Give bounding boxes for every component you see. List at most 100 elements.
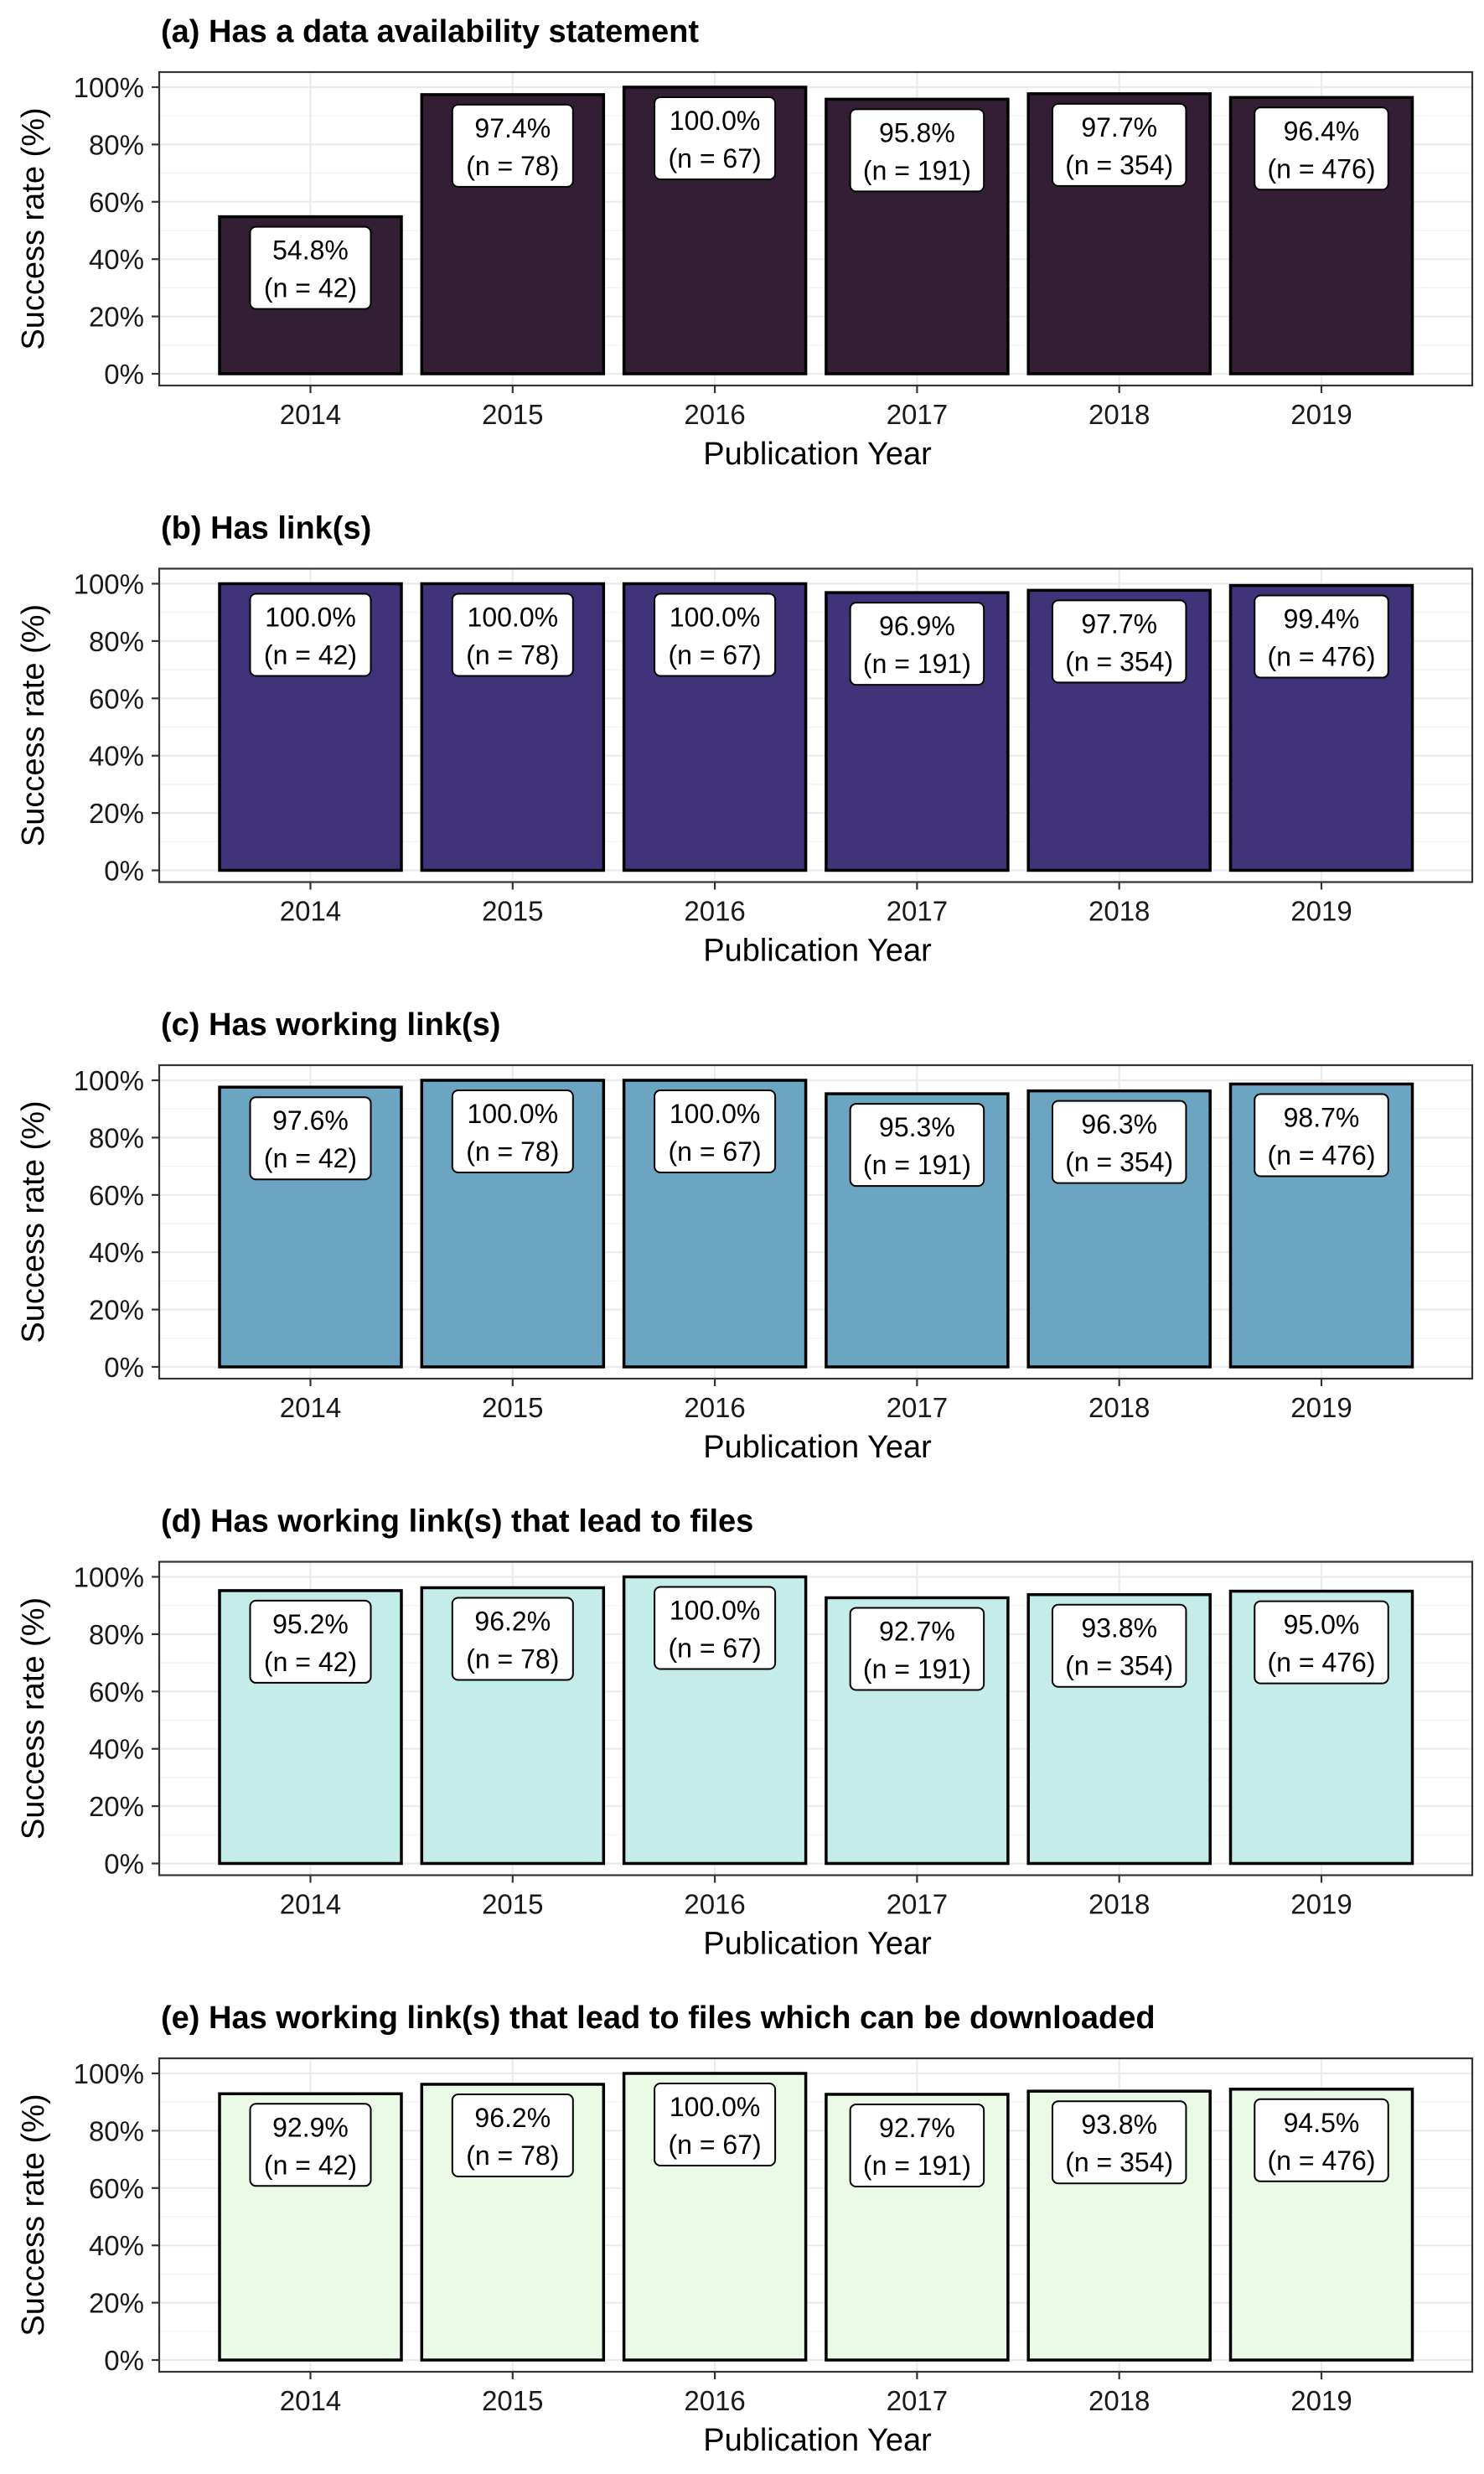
y-tick-label: 40% (89, 2230, 144, 2261)
panel-title: (c) Has working link(s) (161, 1007, 500, 1043)
panel-border (158, 2057, 1474, 2373)
x-axis-title: Publication Year (703, 2423, 932, 2458)
y-axis-title: Success rate (%) (16, 1597, 51, 1840)
bar-label-box (1051, 599, 1187, 684)
x-tick-label: 2018 (1088, 1889, 1150, 1920)
bar-n-label: (n = 476) (1268, 642, 1376, 672)
bar-label-box (249, 593, 372, 677)
x-tick-label: 2019 (1290, 1889, 1352, 1920)
y-axis-title: Success rate (%) (16, 604, 51, 846)
y-tick-label: 80% (89, 129, 144, 160)
y-tick-label: 20% (89, 2288, 144, 2319)
x-tick-label: 2016 (684, 1889, 745, 1920)
bar-n-label: (n = 42) (264, 1143, 357, 1173)
bar-label-box (849, 108, 985, 193)
bar-label-box (1254, 594, 1389, 679)
bar-n-label: (n = 191) (863, 1150, 971, 1180)
bar-value-label: 92.7% (879, 1616, 955, 1646)
bar-label-box (249, 225, 372, 310)
bar-n-label: (n = 78) (466, 151, 559, 181)
bar-label-box (654, 96, 777, 180)
x-tick-label: 2017 (887, 896, 948, 927)
bar-n-label: (n = 476) (1268, 2145, 1376, 2176)
bar-label-box (849, 1103, 985, 1188)
y-axis-title: Success rate (%) (16, 2094, 51, 2336)
bar-value-label: 93.8% (1081, 1613, 1157, 1643)
y-tick-label: 40% (89, 1237, 144, 1268)
bar-value-label: 96.3% (1081, 1110, 1157, 1140)
x-tick-label: 2016 (684, 399, 745, 430)
bar-n-label: (n = 354) (1065, 1651, 1173, 1681)
y-axis-title: Success rate (%) (16, 107, 51, 349)
bar-label-box (451, 1089, 574, 1173)
bar-label-box (249, 1096, 372, 1181)
panel-border (158, 70, 1474, 387)
bar-value-label: 100.0% (468, 603, 559, 633)
panel-title: (a) Has a data availability statement (161, 14, 699, 49)
x-tick-label: 2017 (887, 399, 948, 430)
x-tick-label: 2016 (684, 2385, 745, 2416)
chart-panel: (d) Has working link(s) that lead to fil… (16, 1504, 1474, 1962)
y-tick-label: 20% (89, 302, 144, 333)
panel-border (158, 1064, 1474, 1380)
bar-value-label: 98.7% (1284, 1102, 1360, 1132)
bar-value-label: 54.8% (272, 235, 349, 266)
y-tick-label: 100% (74, 1065, 144, 1096)
bar-n-label: (n = 67) (669, 2130, 762, 2160)
bar-n-label: (n = 78) (466, 1136, 559, 1167)
bar-n-label: (n = 67) (669, 640, 762, 670)
bar-n-label: (n = 354) (1065, 150, 1173, 180)
chart-panel: (b) Has link(s) 100.0% (n = 42) 2014 100.0% (… (16, 511, 1474, 969)
bar-label-box (849, 602, 985, 686)
y-tick-label: 80% (89, 1619, 144, 1650)
bar-label-box (249, 1599, 372, 1684)
y-tick-label: 20% (89, 1791, 144, 1822)
bar-label-box (1051, 1100, 1187, 1184)
bar-value-label: 100.0% (468, 1099, 559, 1129)
bar-label-box (1051, 102, 1187, 187)
x-tick-label: 2016 (684, 896, 745, 927)
y-tick-label: 20% (89, 1295, 144, 1326)
x-axis-title: Publication Year (703, 1927, 932, 1962)
panel-title: (d) Has working link(s) that lead to fil… (161, 1504, 753, 1540)
y-tick-label: 60% (89, 1180, 144, 1211)
bar-label-box (451, 593, 574, 677)
bar-value-label: 99.4% (1284, 604, 1360, 634)
bar-label-box (1254, 2098, 1389, 2182)
bar-value-label: 97.4% (474, 113, 551, 143)
bar-value-label: 92.9% (272, 2112, 349, 2142)
bar-n-label: (n = 42) (264, 2150, 357, 2180)
bar-label-box (1254, 1600, 1389, 1685)
bar-n-label: (n = 78) (466, 1643, 559, 1674)
bar-value-label: 95.3% (879, 1112, 955, 1142)
bar-value-label: 94.5% (1284, 2108, 1360, 2138)
y-tick-label: 100% (74, 72, 144, 103)
y-tick-label: 0% (104, 359, 144, 390)
x-tick-label: 2015 (482, 2385, 543, 2416)
y-tick-label: 80% (89, 626, 144, 657)
bar-value-label: 100.0% (670, 1596, 761, 1626)
y-tick-label: 40% (89, 1734, 144, 1765)
bar-value-label: 95.8% (879, 117, 955, 148)
x-axis-title: Publication Year (703, 934, 932, 969)
bar-value-label: 97.6% (272, 1105, 349, 1136)
y-tick-label: 20% (89, 798, 144, 829)
x-tick-label: 2017 (887, 1889, 948, 1920)
y-tick-label: 60% (89, 683, 144, 714)
bar-n-label: (n = 67) (669, 1633, 762, 1664)
y-tick-label: 60% (89, 187, 144, 218)
bar-value-label: 100.0% (670, 106, 761, 136)
bar-value-label: 96.4% (1284, 116, 1360, 146)
y-tick-label: 0% (104, 1352, 144, 1383)
bar-n-label: (n = 42) (264, 1647, 357, 1677)
y-tick-label: 40% (89, 244, 144, 275)
chart-panel: (a) Has a data availability statement 54.… (16, 14, 1474, 472)
bar-label-box (654, 593, 777, 677)
x-tick-label: 2018 (1088, 1392, 1150, 1423)
bar-label-box (451, 103, 574, 188)
bar-value-label: 97.7% (1081, 112, 1157, 142)
x-tick-label: 2019 (1290, 896, 1352, 927)
bar-n-label: (n = 476) (1268, 1140, 1376, 1170)
bar-label-box (1051, 1603, 1187, 1688)
bar-label-box (1254, 1093, 1389, 1177)
